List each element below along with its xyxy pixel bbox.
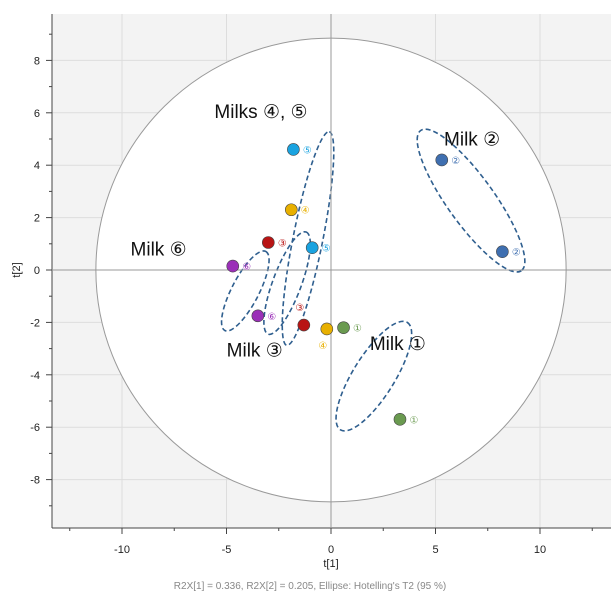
y-tick-label: -6 xyxy=(30,422,40,434)
footer-caption: R2X[1] = 0.336, R2X[2] = 0.205, Ellipse:… xyxy=(174,581,446,592)
score-point xyxy=(261,236,275,249)
x-axis-title: t[1] xyxy=(323,558,338,570)
point-label: ⑤ xyxy=(303,145,312,156)
point-label: ⑤ xyxy=(322,244,331,255)
score-point xyxy=(393,413,407,426)
group-ellipse xyxy=(263,231,312,336)
group-annotation: Milk ③ xyxy=(227,340,283,361)
score-point xyxy=(251,309,265,323)
point-label: ④ xyxy=(301,206,310,217)
x-tick-label: -5 xyxy=(222,544,232,556)
y-tick-label: 8 xyxy=(34,55,40,67)
group-ellipse xyxy=(220,250,270,332)
x-tick-label: 0 xyxy=(328,544,334,556)
score-point xyxy=(435,153,449,167)
score-point xyxy=(320,322,334,336)
point-label: ⑥ xyxy=(267,312,276,323)
group-ellipse xyxy=(416,128,526,273)
x-tick-label: 5 xyxy=(432,544,438,556)
score-point xyxy=(305,241,319,255)
y-tick-label: 2 xyxy=(34,213,40,225)
score-point xyxy=(287,143,300,156)
axis-layer: -10 -5 0 5 10 -8 -6 -4 -2 0 2 4 6 8 xyxy=(30,14,611,556)
point-label: ③ xyxy=(295,303,304,314)
score-point xyxy=(226,259,240,273)
point-label: ⑥ xyxy=(242,262,251,273)
score-point xyxy=(284,203,298,217)
group-ellipse xyxy=(335,320,413,432)
group-annotation: Milk ① xyxy=(370,334,426,355)
score-point xyxy=(496,245,509,258)
score-point xyxy=(297,318,311,332)
point-label: ② xyxy=(512,248,521,259)
x-tick-label: -10 xyxy=(114,544,130,556)
y-tick-label: 4 xyxy=(34,160,40,172)
point-label: ① xyxy=(409,415,418,426)
y-tick-label: 6 xyxy=(34,108,40,120)
group-annotation: Milks ④, ⑤ xyxy=(214,102,307,123)
group-annotation: Milk ⑥ xyxy=(131,240,187,261)
y-axis-title: t[2] xyxy=(11,262,23,277)
y-tick-label: 0 xyxy=(34,265,40,277)
point-label: ③ xyxy=(278,238,287,249)
score-point xyxy=(337,321,350,334)
group-annotation: Milk ② xyxy=(444,130,500,151)
point-label: ① xyxy=(353,324,362,335)
y-tick-label: -2 xyxy=(30,317,40,329)
y-tick-label: -8 xyxy=(30,475,40,487)
y-tick-label: -4 xyxy=(30,370,40,382)
annotation-layer: Milk ① Milk ② Milk ③ Milks ④, ⑤ Milk ⑥ xyxy=(131,102,501,361)
point-label: ② xyxy=(451,156,460,167)
point-layer: ① ① ② ② ③ ③ ④ ④ ⑤ ⑤ ⑥ ⑥ xyxy=(226,143,521,426)
x-tick-label: 10 xyxy=(534,544,546,556)
point-label: ④ xyxy=(318,341,327,352)
